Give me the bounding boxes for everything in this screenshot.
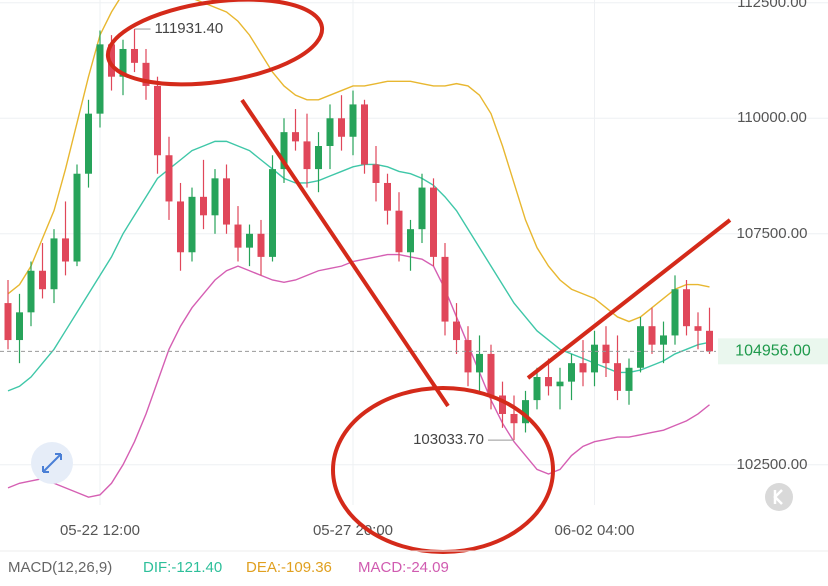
candle-body	[142, 62, 150, 86]
candle-body	[545, 377, 552, 387]
candle-body	[637, 326, 644, 368]
hand-annotations	[105, 0, 732, 554]
candle-body	[602, 344, 610, 364]
candle-body	[568, 363, 575, 382]
candle-body	[671, 289, 679, 336]
band-line	[7, 253, 710, 498]
candle-body	[533, 377, 541, 401]
candle-body	[614, 363, 621, 391]
candle-body	[418, 187, 426, 230]
labels: 112500.00 110000.00 107500.00 102500.00 05-2…	[60, 0, 828, 539]
candle-body	[177, 201, 184, 253]
candle-body	[694, 326, 702, 331]
candle-body	[234, 224, 242, 248]
plot-area	[0, 0, 716, 498]
candle-body	[464, 340, 472, 373]
candle-body	[246, 233, 253, 248]
candle-body	[648, 326, 656, 345]
x-tick-label: 05-22 12:00	[60, 522, 140, 539]
candle-body	[108, 44, 115, 77]
candle-body	[27, 270, 35, 313]
candle-body	[349, 104, 357, 137]
candle-body	[706, 330, 713, 352]
last-price-label: 104956.00	[735, 343, 811, 360]
x-tick-label: 06-02 04:00	[554, 522, 634, 539]
circle-annotation	[331, 386, 555, 554]
candle-body	[591, 344, 598, 373]
candle-body	[361, 104, 368, 165]
y-tick-label: 112500.00	[737, 0, 807, 11]
indicator-dif: DIF:-121.40	[143, 559, 222, 576]
y-tick-label: 102500.00	[737, 456, 808, 473]
candle-body	[372, 164, 380, 183]
expand-button[interactable]	[31, 442, 73, 484]
candle-body	[476, 353, 483, 373]
candle-body	[441, 256, 449, 322]
candle-body	[131, 48, 138, 63]
indicator-dea: DEA:-109.36	[246, 559, 332, 576]
candle-body	[96, 44, 104, 114]
candle-body	[50, 238, 58, 290]
candle-body	[510, 413, 518, 424]
candle-body	[660, 335, 667, 345]
candle-body	[280, 132, 288, 170]
candle-body	[154, 85, 161, 156]
candle-body	[683, 289, 690, 327]
trend-annotation	[240, 98, 450, 408]
candle-body	[257, 233, 265, 257]
candle-body	[223, 178, 230, 225]
candle-body	[395, 210, 403, 253]
last-price-badge	[718, 338, 828, 365]
candle-body	[165, 155, 173, 202]
candle-body	[39, 270, 46, 290]
candle-body	[292, 132, 299, 142]
candle-body	[85, 113, 92, 174]
candle-body	[315, 146, 322, 170]
candle-body	[556, 381, 564, 387]
candle-body	[73, 173, 81, 262]
candle-body	[62, 238, 69, 262]
candle-body	[200, 196, 207, 216]
min-label: 103033.70	[413, 431, 484, 448]
candle-body	[579, 363, 587, 373]
candle-body	[188, 196, 196, 253]
candle-body	[211, 178, 219, 216]
candle-body	[384, 182, 391, 211]
candle-body	[16, 312, 23, 341]
candle-body	[499, 395, 506, 414]
trend-annotation	[526, 218, 732, 380]
candle-body	[407, 229, 414, 253]
indicator-name: MACD(12,26,9)	[8, 559, 112, 576]
candle-body	[326, 118, 334, 147]
candle-body	[303, 141, 311, 170]
indicator-macd: MACD:-24.09	[358, 559, 449, 576]
candle-body	[269, 169, 276, 257]
y-tick-label: 107500.00	[737, 225, 808, 242]
max-label: 111931.40	[155, 20, 224, 37]
candle-body	[453, 321, 460, 341]
candle-body	[625, 367, 633, 391]
candle-body	[487, 353, 495, 396]
candle-body	[4, 303, 12, 341]
circle-annotation	[105, 0, 325, 87]
candle-body	[338, 118, 345, 137]
candle-body	[522, 400, 529, 424]
y-tick-label: 110000.00	[737, 109, 807, 126]
candle-body	[430, 187, 437, 257]
back-button[interactable]	[765, 483, 793, 511]
candle-body	[119, 48, 127, 77]
band-line	[7, 0, 710, 323]
